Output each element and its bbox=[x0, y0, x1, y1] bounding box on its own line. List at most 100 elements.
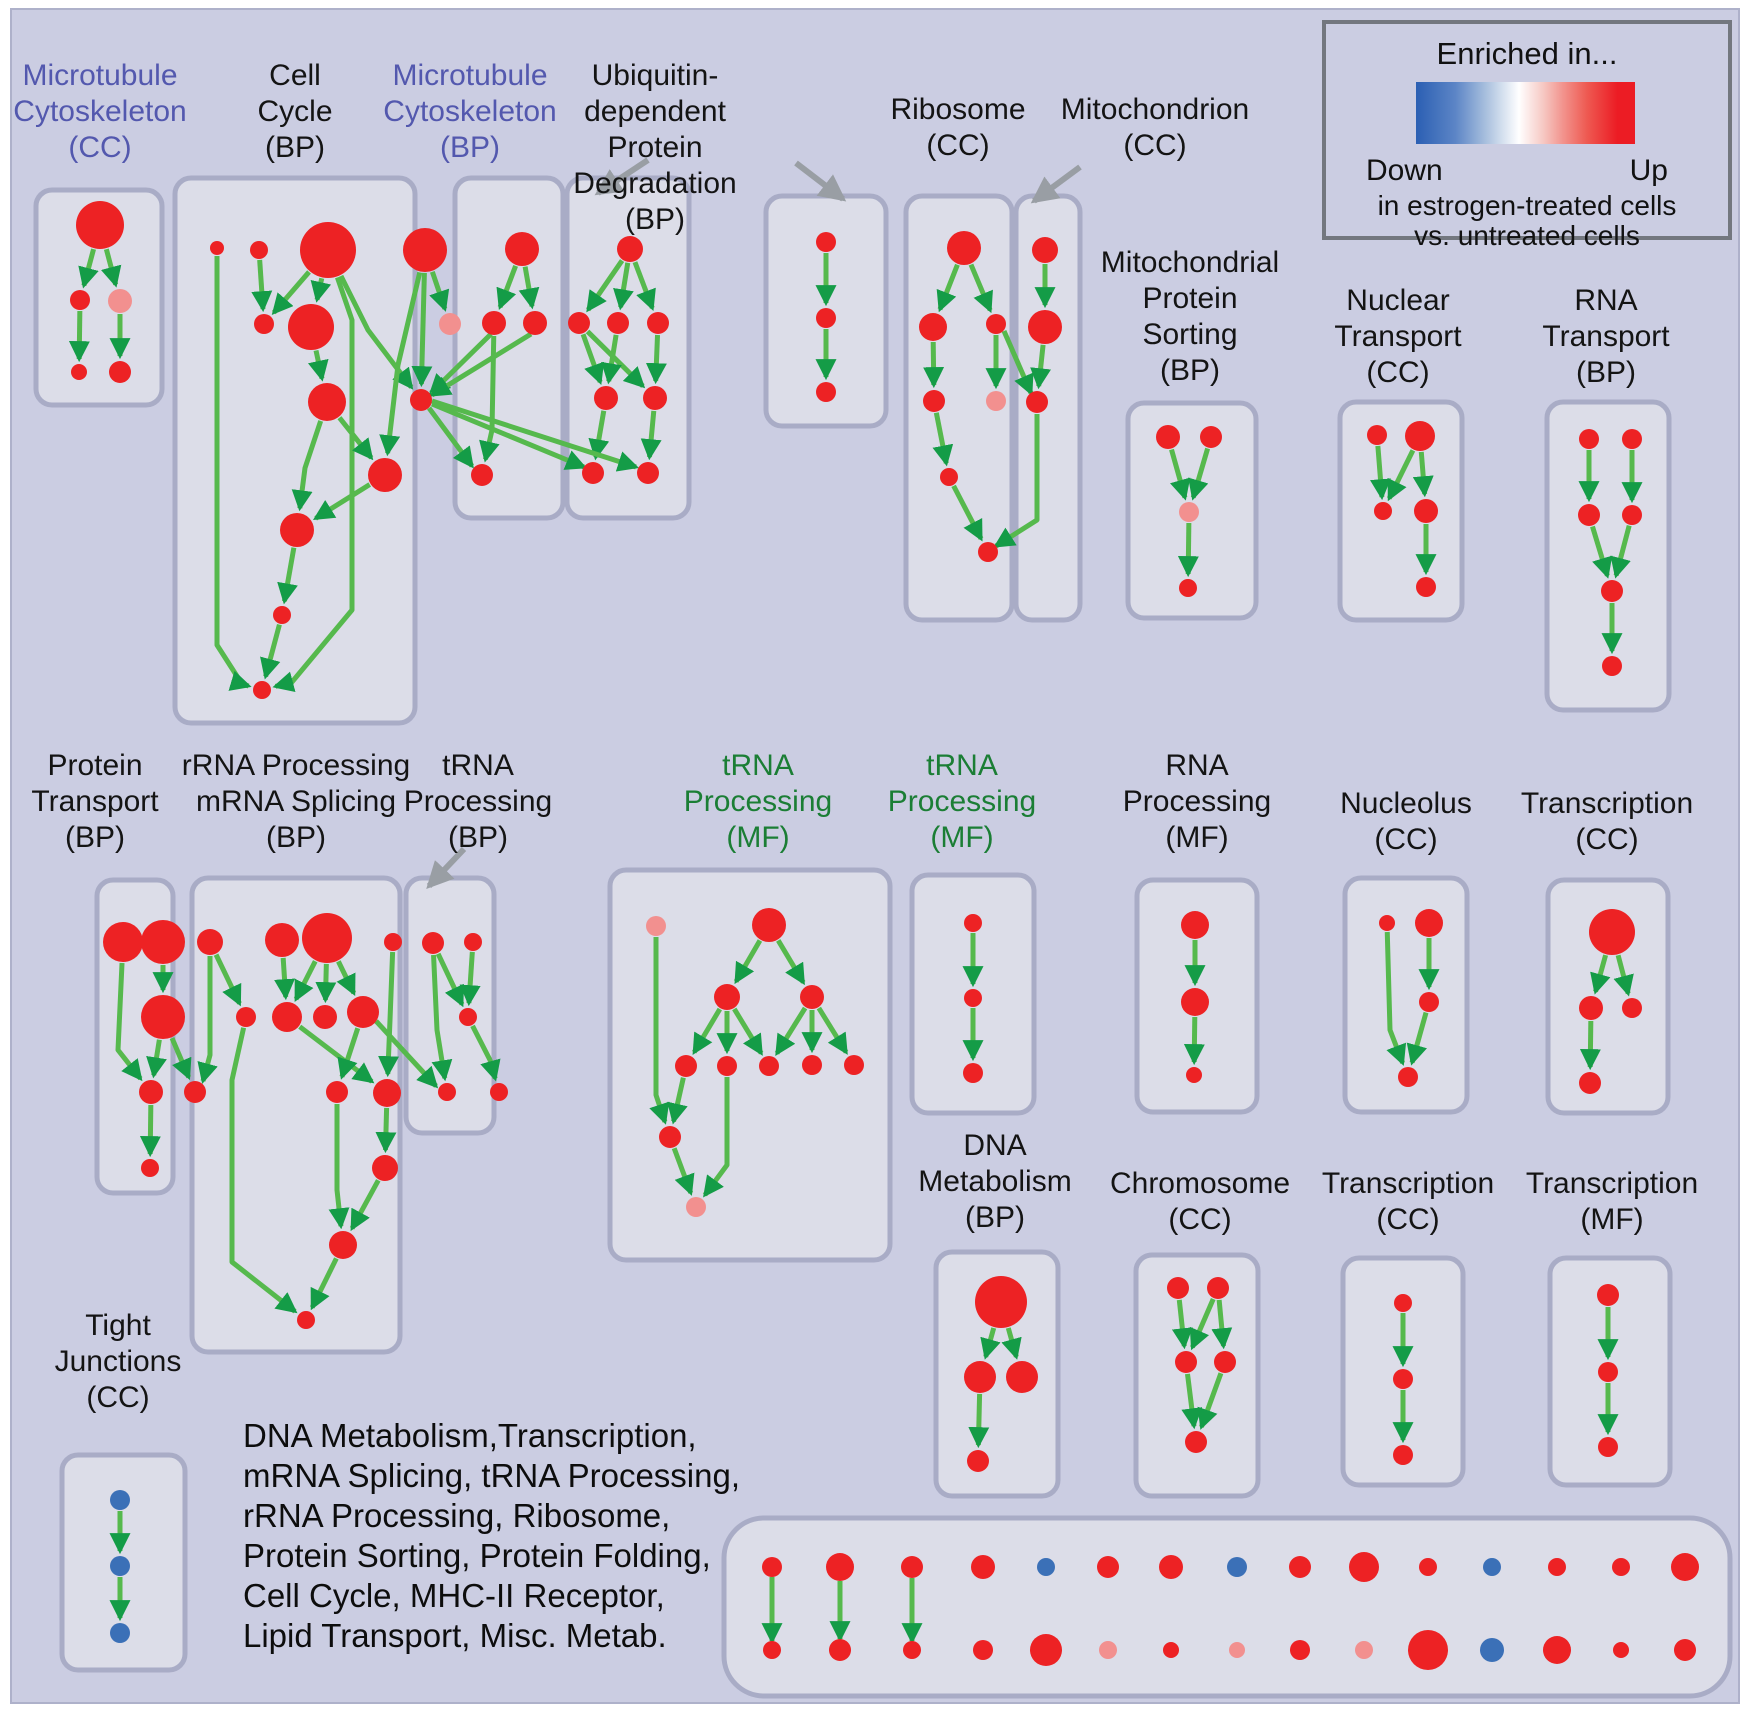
edge-trna-mf-large bbox=[774, 1006, 808, 1056]
cluster-box-chromosome bbox=[1133, 1252, 1261, 1499]
node-cell-cycle-8 bbox=[410, 389, 432, 411]
node-ubiquitin-degradation-6 bbox=[582, 462, 604, 484]
strip-node-bottom-7 bbox=[1229, 1642, 1245, 1658]
edge-rrna-processing-mrna-splicing bbox=[274, 957, 296, 1001]
node-cell-cycle-7 bbox=[308, 383, 346, 421]
node-trna-mf-large-10 bbox=[686, 1197, 706, 1217]
node-rrna-processing-mrna-splicing-2 bbox=[302, 913, 352, 963]
edge-ribosome bbox=[951, 484, 984, 542]
node-microtubule-bp-1 bbox=[482, 311, 506, 335]
strip-node-top-2 bbox=[901, 1556, 923, 1578]
node-rrna-processing-mrna-splicing-4 bbox=[236, 1007, 256, 1027]
node-trna-bp-1 bbox=[464, 933, 482, 951]
edge-mitochondrial-protein-sorting bbox=[1177, 522, 1199, 578]
cross-edge-1 bbox=[431, 398, 639, 472]
legend-subtitle-1: in estrogen-treated cells bbox=[1377, 190, 1677, 221]
cross-edge-2 bbox=[426, 406, 475, 469]
node-nuclear-transport-2 bbox=[1374, 502, 1392, 520]
node-rrna-processing-mrna-splicing-11 bbox=[329, 1231, 357, 1259]
label-ubiquitin-dependent-protein-degradation-bp: Ubiquitin- dependent Protein Degradation… bbox=[573, 59, 737, 236]
edge-transcription-cc-mid bbox=[1590, 954, 1611, 995]
cluster-box-nucleolus bbox=[1342, 875, 1470, 1115]
edge-rrna-processing-mrna-splicing bbox=[337, 1027, 361, 1080]
label-nuclear-transport-cc: Nuclear Transport (CC) bbox=[1334, 284, 1462, 389]
cross-edge-0 bbox=[431, 401, 587, 470]
strip-node-top-0 bbox=[762, 1557, 782, 1577]
node-dna-metabolism-1 bbox=[964, 1361, 996, 1393]
node-trna-mf-large-8 bbox=[844, 1055, 864, 1075]
edge-cell-cycle bbox=[291, 420, 324, 512]
node-mitochondrion-0 bbox=[1032, 237, 1058, 263]
edge-rrna-processing-mrna-splicing bbox=[298, 1024, 375, 1084]
edge-protein-transport bbox=[146, 1039, 167, 1079]
label-ribosome-cc: Ribosome (CC) bbox=[890, 93, 1026, 162]
node-ribosome-6 bbox=[978, 542, 998, 562]
annotation-arrows bbox=[426, 157, 1082, 889]
node-transcription-cc-mid-0 bbox=[1589, 909, 1635, 955]
node-cell-cycle-12 bbox=[253, 681, 271, 699]
edge-rrna-processing-mrna-splicing bbox=[229, 1027, 298, 1314]
edge-trna-mf-large bbox=[816, 1006, 849, 1055]
edge-ubiquitin-degradation bbox=[613, 262, 634, 311]
node-chromosome-2 bbox=[1175, 1351, 1197, 1373]
node-tight-junctions-0 bbox=[110, 1490, 130, 1510]
node-microtubule-cc-3 bbox=[71, 364, 87, 380]
strip-node-bottom-1 bbox=[829, 1639, 851, 1661]
node-transcription-mf-0 bbox=[1597, 1284, 1619, 1306]
strip-node-bottom-10 bbox=[1408, 1630, 1448, 1670]
strip-node-bottom-12 bbox=[1543, 1636, 1571, 1664]
edge-ubiquitin-degradation bbox=[632, 261, 656, 311]
edge-ubiquitin-degradation bbox=[640, 410, 662, 461]
cross-edge-4 bbox=[429, 331, 533, 398]
edge-rrna-processing-mrna-splicing bbox=[349, 1179, 381, 1232]
node-transcription-cc-bottom-0 bbox=[1394, 1294, 1412, 1312]
legend-title: Enriched in... bbox=[1436, 36, 1618, 71]
node-dna-metabolism-0 bbox=[975, 1276, 1027, 1328]
edge-mitochondrial-protein-sorting bbox=[1169, 448, 1191, 501]
edge-dna-metabolism bbox=[968, 1393, 990, 1449]
edge-cell-cycle bbox=[379, 271, 423, 457]
node-ubiquitin-degradation-4 bbox=[594, 386, 618, 410]
node-microtubule-cc-2 bbox=[108, 289, 132, 313]
node-mitochondrial-protein-sorting-0 bbox=[1156, 425, 1180, 449]
annotation-arrow-1 bbox=[794, 160, 847, 202]
label-dna-metabolism-bp: DNA Metabolism (BP) bbox=[918, 1129, 1072, 1234]
node-transcription-mf-2 bbox=[1598, 1437, 1618, 1457]
edge-ubiquitin-degradation bbox=[586, 259, 625, 313]
node-transcription-cc-mid-3 bbox=[1579, 1072, 1601, 1094]
edge-chromosome bbox=[1189, 1298, 1216, 1351]
node-rna-transport-3 bbox=[1622, 505, 1642, 525]
edge-trna-bp bbox=[459, 951, 481, 1007]
label-rrna-processing-mrna-splicing-bp: rRNA Processing mRNA Splicing (BP) bbox=[181, 749, 411, 854]
cross-edge-6 bbox=[993, 414, 1040, 549]
node-ribosome-1 bbox=[919, 313, 947, 341]
node-rrna-processing-mrna-splicing-10 bbox=[372, 1155, 398, 1181]
node-trna-mf-small-0 bbox=[964, 914, 982, 932]
edge-ribosome bbox=[968, 263, 993, 314]
strip-node-bottom-11 bbox=[1480, 1638, 1504, 1662]
node-nucleolus-1 bbox=[1415, 909, 1443, 937]
cluster-box-dna-metabolism bbox=[933, 1249, 1061, 1499]
node-protein-transport-4 bbox=[184, 1081, 206, 1103]
node-ubiquitin-degradation-3 bbox=[647, 312, 669, 334]
node-microtubule-bp-2 bbox=[523, 311, 547, 335]
label-trna-processing-mf-1: tRNA Processing (MF) bbox=[683, 749, 833, 854]
strip-node-top-6 bbox=[1159, 1555, 1183, 1579]
strip-node-top-1 bbox=[826, 1553, 854, 1581]
edge-ubiquitin-degradation bbox=[645, 334, 667, 385]
node-rna-transport-4 bbox=[1601, 580, 1623, 602]
edge-cell-cycle bbox=[277, 547, 298, 605]
node-mitochondrion-1 bbox=[1028, 310, 1062, 344]
node-ubiquitin-degradation-1 bbox=[568, 312, 590, 334]
annotation-arrow-0 bbox=[594, 157, 650, 196]
node-trna-mf-large-0 bbox=[646, 916, 666, 936]
node-chromosome-4 bbox=[1185, 1431, 1207, 1453]
node-transcription-cc-bottom-2 bbox=[1393, 1445, 1413, 1465]
label-protein-transport-bp: Protein Transport (BP) bbox=[31, 749, 159, 854]
edge-trna-mf-large bbox=[732, 1007, 764, 1056]
strip-node-top-8 bbox=[1289, 1556, 1311, 1578]
annotation-arrow-3 bbox=[426, 846, 467, 889]
edge-trna-bp bbox=[470, 1024, 501, 1082]
node-protein-transport-0 bbox=[103, 922, 143, 962]
node-chromosome-1 bbox=[1207, 1277, 1229, 1299]
